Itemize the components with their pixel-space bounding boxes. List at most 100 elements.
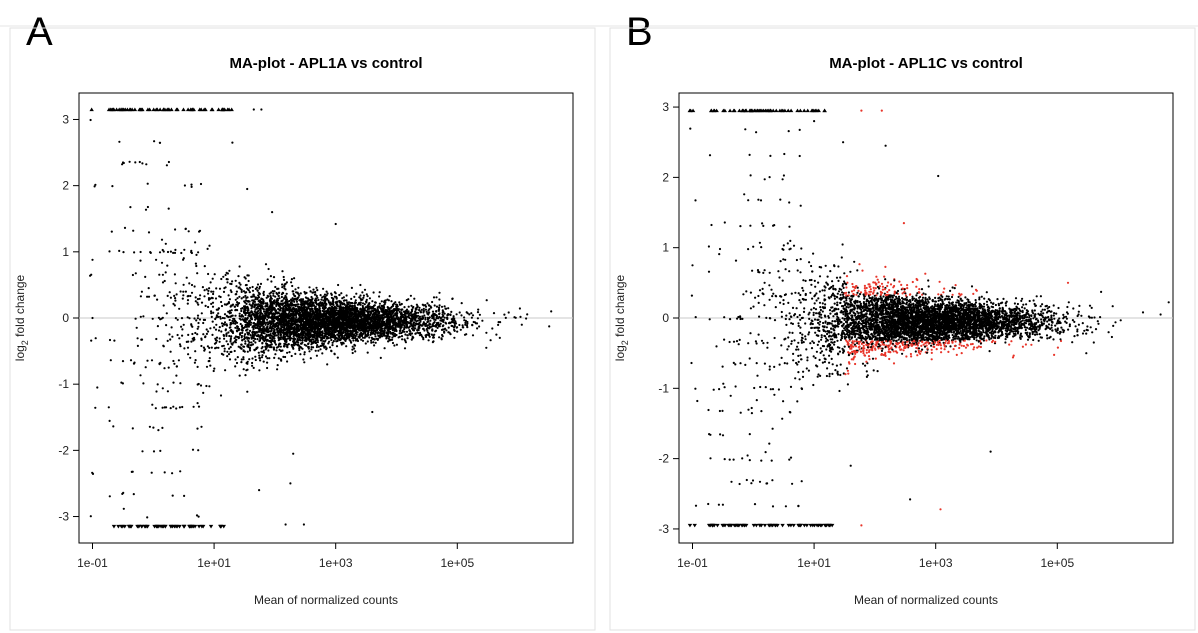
- data-point: [320, 339, 323, 342]
- data-point: [345, 337, 348, 341]
- data-point: [169, 350, 172, 353]
- data-point: [284, 338, 288, 341]
- data-point: [341, 297, 344, 300]
- data-point: [165, 406, 168, 409]
- data-point: [337, 283, 340, 287]
- data-point: [361, 291, 364, 294]
- data-point: [158, 141, 162, 144]
- data-point: [304, 306, 308, 309]
- data-point: [121, 360, 125, 363]
- data-point: [128, 160, 131, 163]
- data-point: [430, 333, 433, 336]
- data-point: [247, 314, 250, 317]
- data-point: [260, 356, 264, 359]
- data-point: [190, 283, 194, 287]
- data-point: [438, 312, 441, 316]
- data-point: [418, 334, 422, 337]
- data-point: [196, 333, 199, 336]
- data-point: [379, 314, 383, 317]
- data-point: [288, 351, 291, 354]
- data-point: [230, 290, 233, 294]
- data-point: [387, 330, 390, 334]
- data-point: [252, 339, 255, 342]
- data-point: [337, 309, 340, 312]
- data-point: [338, 310, 341, 313]
- data-point: [374, 325, 377, 328]
- data-point: [182, 294, 185, 297]
- data-point: [387, 340, 390, 343]
- data-point: [295, 334, 298, 337]
- data-point: [205, 332, 208, 335]
- data-point: [239, 283, 242, 286]
- data-point: [264, 323, 267, 326]
- data-point: [166, 390, 169, 393]
- data-point: [133, 251, 136, 254]
- data-point: [141, 450, 144, 453]
- data-point: [207, 272, 210, 276]
- data-point: [438, 298, 441, 301]
- data-point: [454, 320, 457, 323]
- data-point: [207, 305, 210, 309]
- data-point: [403, 310, 406, 313]
- data-point: [182, 257, 185, 260]
- data-point: [383, 347, 386, 350]
- data-point: [226, 355, 229, 358]
- data-point: [230, 309, 233, 312]
- data-point: [240, 309, 243, 313]
- data-point: [340, 292, 343, 295]
- data-point: [410, 310, 414, 313]
- data-point: [204, 304, 207, 307]
- data-point: [282, 275, 285, 279]
- data-point: [353, 304, 356, 307]
- data-point: [134, 272, 137, 275]
- data-point: [281, 283, 284, 286]
- data-point: [163, 279, 166, 283]
- data-point: [285, 299, 288, 303]
- data-point: [129, 359, 133, 362]
- data-point: [182, 290, 185, 293]
- data-point: [284, 310, 287, 313]
- data-point: [304, 332, 307, 335]
- data-point: [414, 327, 417, 330]
- data-point: [250, 295, 253, 298]
- data-point: [203, 265, 206, 268]
- data-point: [202, 333, 205, 336]
- data-point: [197, 325, 200, 328]
- data-point: [224, 273, 227, 277]
- data-point: [247, 339, 250, 342]
- data-point: [153, 140, 156, 143]
- data-point: [161, 281, 165, 284]
- data-point: [263, 320, 266, 323]
- data-point: [272, 276, 276, 279]
- data-point: [210, 290, 213, 293]
- data-point: [328, 331, 331, 334]
- data-point: [186, 346, 190, 349]
- data-point: [387, 332, 390, 335]
- data-point: [238, 281, 241, 284]
- data-point: [348, 301, 351, 304]
- data-point: [162, 304, 165, 307]
- data-point: [262, 351, 266, 354]
- data-point: [301, 341, 304, 344]
- data-point: [172, 405, 175, 408]
- data-point: [231, 280, 234, 283]
- data-point: [196, 402, 199, 405]
- data-point: [220, 322, 224, 325]
- data-point: [412, 329, 416, 332]
- data-point: [242, 296, 245, 299]
- data-point: [199, 182, 203, 186]
- data-point: [195, 319, 198, 322]
- data-point: [241, 339, 244, 342]
- data-point: [260, 329, 263, 332]
- data-point: [205, 328, 208, 331]
- data-point: [431, 317, 434, 320]
- data-point: [190, 185, 193, 188]
- data-point: [376, 325, 379, 329]
- data-point: [292, 340, 295, 343]
- data-point: [224, 286, 227, 289]
- data-point: [303, 353, 306, 356]
- data-point: [172, 302, 175, 305]
- data-point: [255, 323, 259, 327]
- data-point: [224, 369, 227, 372]
- data-point: [403, 338, 406, 341]
